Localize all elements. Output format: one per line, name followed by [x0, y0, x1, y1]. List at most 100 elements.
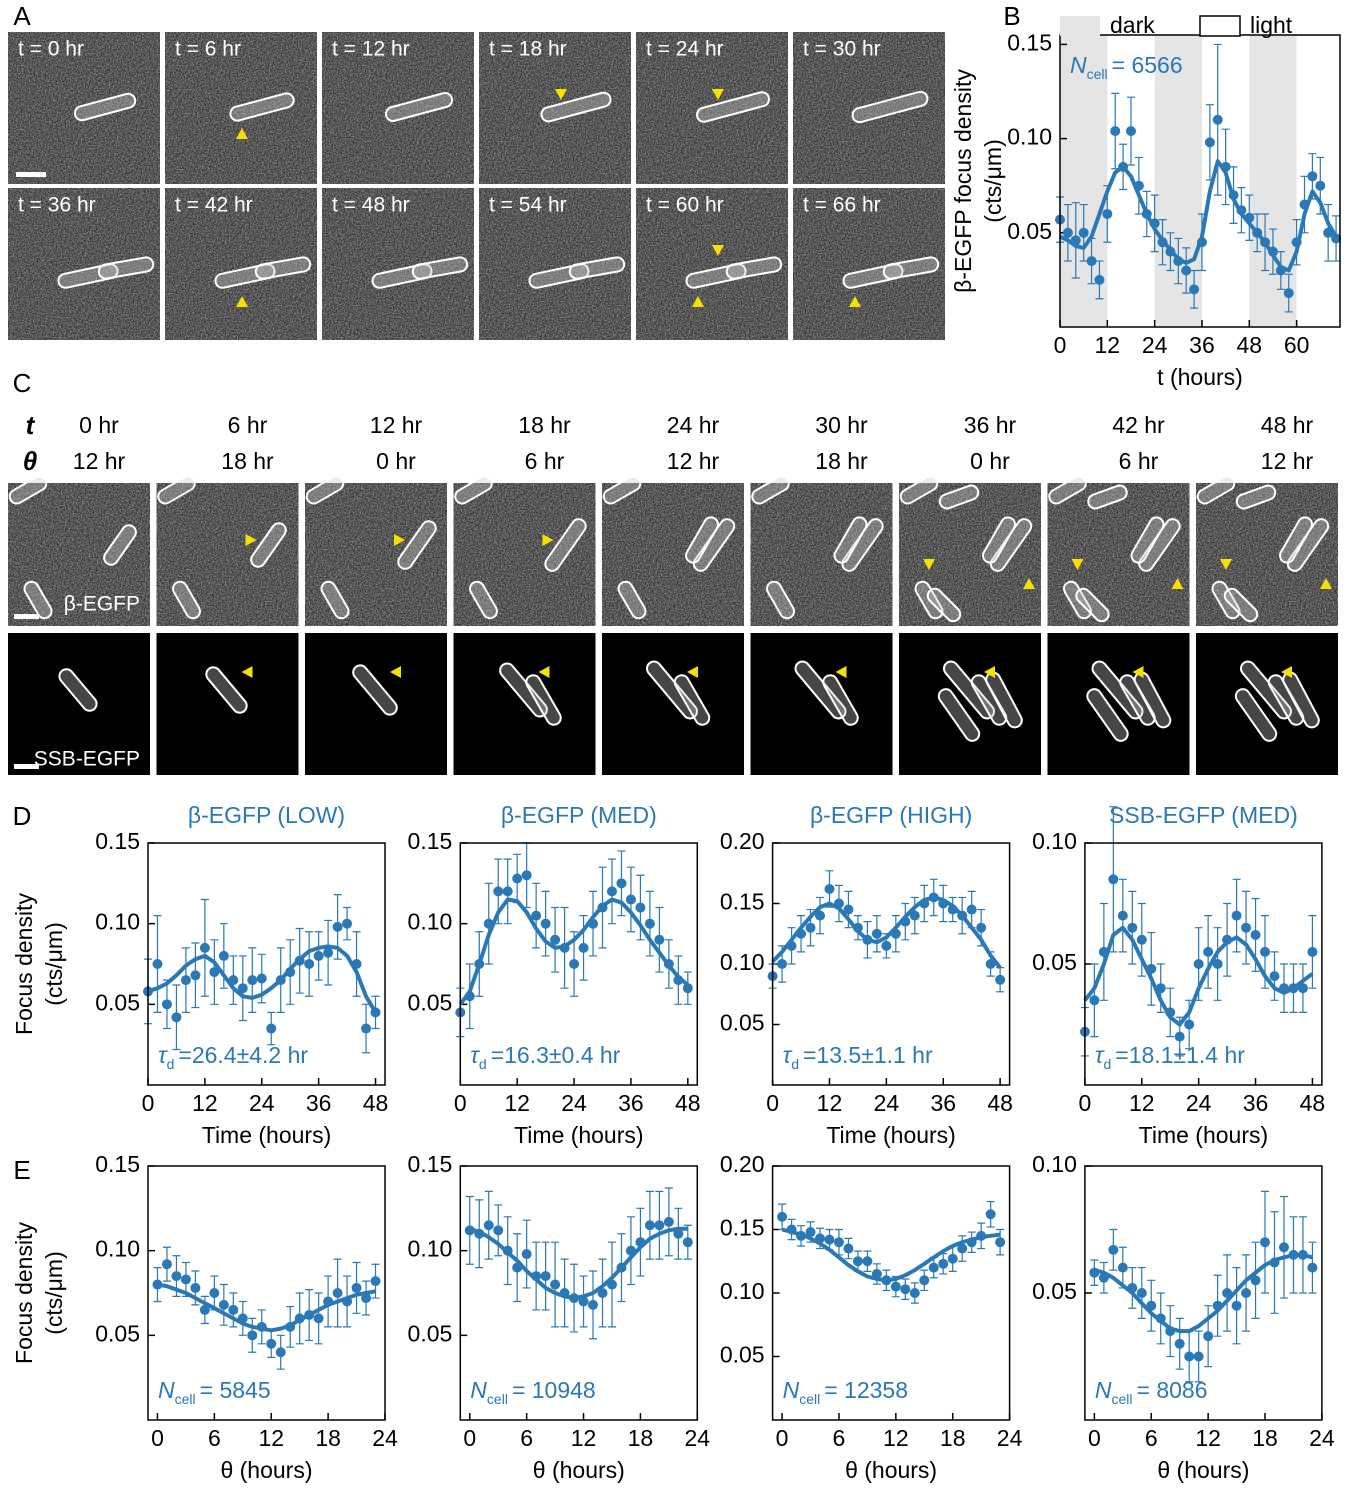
arrowhead: [241, 666, 253, 678]
data-point: [502, 886, 513, 897]
micrograph: [750, 475, 893, 626]
x-tick-label: 12: [883, 1425, 909, 1451]
image-noise: [636, 32, 788, 184]
data-point: [616, 878, 627, 889]
image-bg: [899, 633, 1041, 775]
data-point: [1102, 208, 1113, 219]
data-point: [161, 1259, 172, 1270]
theta-label: 6 hr: [1119, 448, 1159, 474]
annotation-symbol: τ: [158, 1042, 168, 1068]
cell-outline: [692, 518, 736, 572]
x-axis-label: θ (hours): [1157, 1457, 1249, 1483]
x-tick-label: 0: [142, 1090, 155, 1116]
data-point: [218, 950, 229, 961]
x-axis-label: Time (hours): [1139, 1122, 1269, 1148]
x-tick-label: 12: [258, 1425, 284, 1451]
data-point: [1078, 227, 1089, 238]
x-axis-label: θ (hours): [220, 1457, 312, 1483]
image-bg: [1196, 633, 1338, 775]
arrowhead: [692, 296, 704, 307]
annotation: τd =26.4±4.2 hr: [158, 1042, 308, 1072]
micrograph: [453, 633, 596, 775]
axes-frame: [771, 842, 1011, 1086]
data-point: [1174, 1031, 1185, 1042]
x-tick-label: 18: [940, 1425, 966, 1451]
cell-outline: [989, 518, 1033, 572]
annotation-symbol: N: [1095, 1377, 1112, 1403]
y-tick-label: 0.05: [408, 1320, 453, 1346]
micrograph: [305, 633, 447, 775]
y-tick-label: 0.10: [1032, 1151, 1077, 1177]
data-point: [1283, 288, 1294, 299]
cell-outline: [1138, 518, 1181, 572]
cell-outline: [250, 522, 287, 568]
cell-outline: [103, 524, 137, 566]
cell-outline: [822, 674, 859, 726]
channel-label: SSB-EGFP: [34, 748, 140, 771]
x-tick-label: 6: [833, 1425, 846, 1451]
annotation-symbol: N: [470, 1377, 487, 1403]
x-tick-label: 0: [1054, 332, 1067, 358]
fit-line: [147, 944, 378, 1014]
x-tick-label: 12: [1195, 1425, 1221, 1451]
data-point: [1297, 983, 1308, 994]
image-noise: [793, 32, 945, 184]
image-bg: [305, 633, 447, 775]
frame-label: t = 48 hr: [332, 194, 410, 217]
data-point: [483, 1220, 494, 1231]
x-tick-label: 12: [1129, 1090, 1155, 1116]
data-point: [493, 886, 504, 897]
data-point: [332, 1288, 343, 1298]
data-point: [843, 1243, 854, 1254]
y-tick-label: 0.10: [408, 909, 453, 935]
image-noise: [793, 188, 945, 340]
legend-label: dark: [1110, 12, 1155, 38]
axes-frame: [771, 1165, 1011, 1421]
y-axis-label: Focus density: [11, 893, 37, 1035]
y-axis-label: (cts/μm): [41, 1251, 67, 1335]
micrograph: [750, 633, 893, 775]
arrowhead: [1281, 666, 1292, 678]
data-point: [1193, 959, 1204, 969]
data-point: [540, 918, 551, 929]
cell-outline: [725, 256, 783, 280]
image-noise: [156, 483, 299, 626]
scale-bar: [14, 764, 39, 769]
micrograph: [165, 32, 317, 184]
data-point: [512, 873, 523, 884]
x-tick-label: 36: [618, 1090, 644, 1116]
t-label: 0 hr: [79, 412, 119, 438]
x-tick-label: 60: [1284, 332, 1310, 358]
x-axis-label: Time (hours): [202, 1122, 332, 1148]
micrograph: [793, 32, 945, 184]
data-point: [900, 1284, 911, 1295]
micrograph: [636, 188, 788, 340]
arrowhead: [245, 534, 257, 546]
y-tick-label: 0.10: [95, 1236, 140, 1262]
x-tick-label: 12: [192, 1090, 218, 1116]
data-point: [777, 1211, 788, 1222]
axes-frame: [147, 1165, 386, 1421]
theta-label: 18 hr: [221, 448, 274, 474]
data-point: [1108, 1244, 1119, 1255]
image-bg: [156, 633, 299, 775]
data-point: [351, 1282, 362, 1293]
chart-title: SSB-EGFP (MED): [1109, 802, 1298, 828]
micrograph: [636, 32, 788, 184]
legend-swatch: [1060, 16, 1100, 36]
image-bg: [1047, 633, 1190, 775]
x-axis-label: θ (hours): [845, 1457, 937, 1483]
cell-outline: [1048, 475, 1087, 505]
data-point: [1307, 946, 1318, 957]
data-point: [313, 1313, 324, 1324]
y-tick-label: 0.15: [720, 889, 765, 915]
image-noise: [750, 483, 893, 626]
micrograph: [602, 475, 744, 626]
legend-label: light: [1250, 12, 1293, 38]
micrograph: [305, 475, 447, 626]
cell-outline: [23, 580, 53, 620]
data-point: [531, 910, 542, 921]
theta-label: 6 hr: [525, 448, 565, 474]
data-point: [540, 1271, 551, 1282]
